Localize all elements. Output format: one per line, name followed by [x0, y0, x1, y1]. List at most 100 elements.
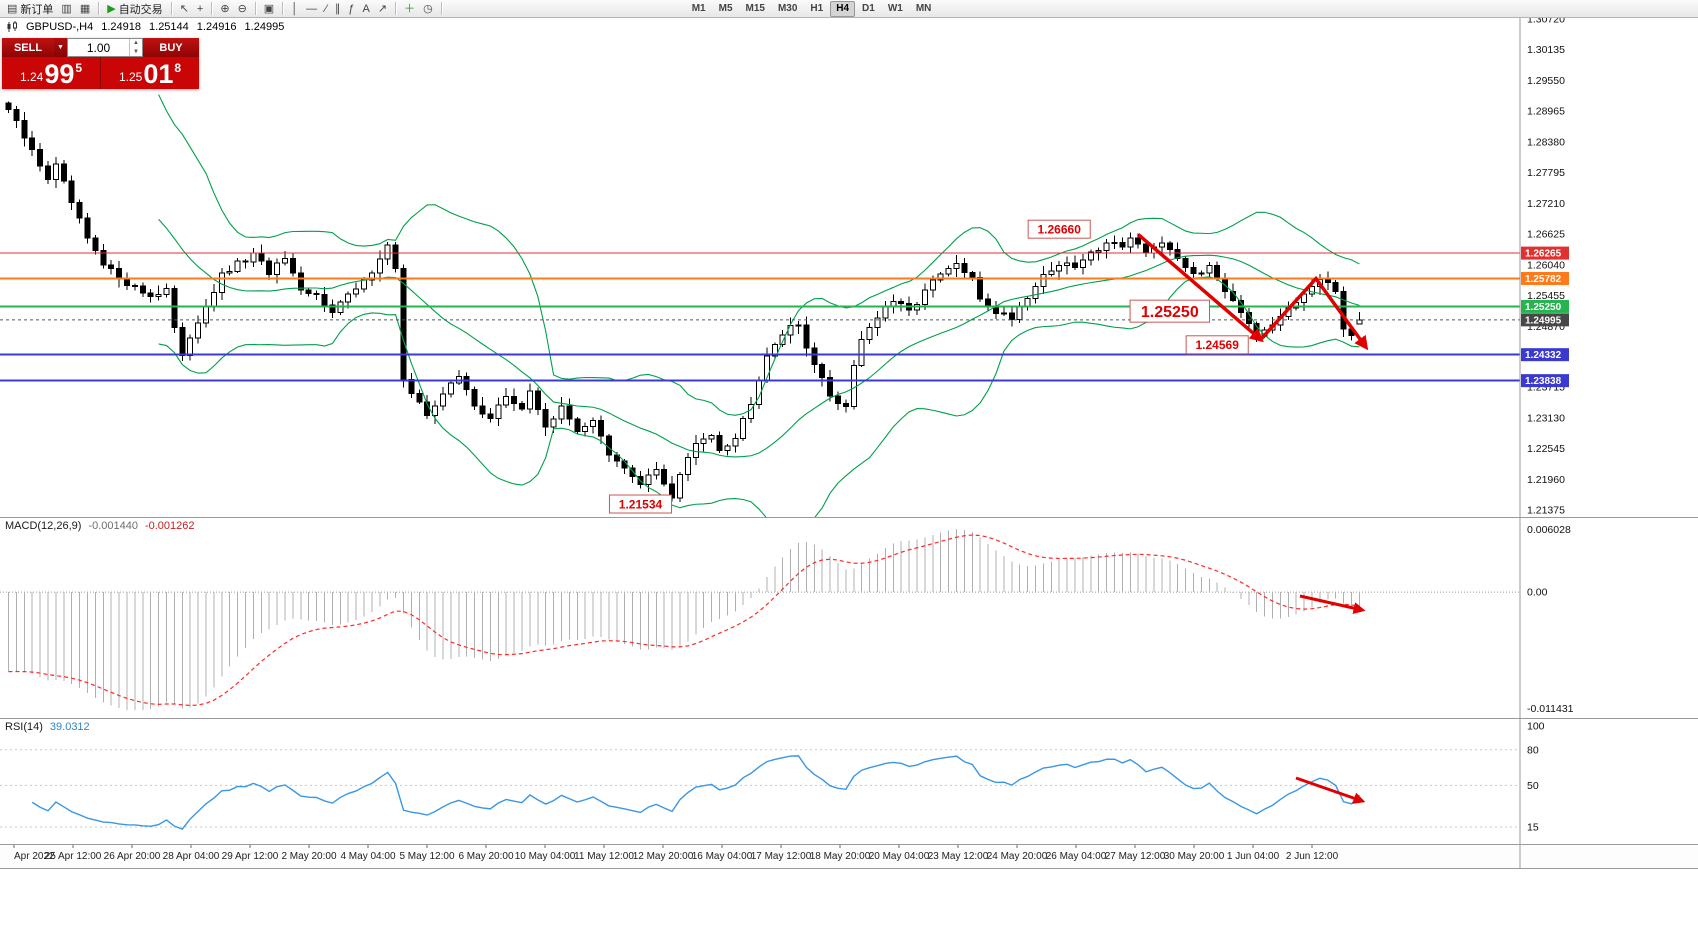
candlestick-icon [7, 21, 17, 32]
zoom-in-icon: ⊕ [220, 2, 230, 15]
buy-price-prefix: 1.25 [118, 70, 143, 84]
macd-label: MACD(12,26,9) [5, 520, 82, 532]
rsi-label-row: RSI(14) 39.0312 [5, 721, 90, 733]
annotation-box [1185, 335, 1249, 355]
arrow-tool-button[interactable]: ↗ [374, 0, 391, 18]
price-tick-label: 1.30135 [1527, 44, 1565, 56]
svg-text:100: 100 [1527, 721, 1545, 733]
text-label-icon: A [362, 2, 370, 15]
indicators-button[interactable]: ＋ [400, 0, 419, 18]
price-tick-label: 1.30720 [1527, 18, 1565, 25]
lot-value[interactable]: 1.00 [86, 40, 111, 55]
channel-button[interactable]: ∥ [331, 0, 345, 18]
timeframe-w1[interactable]: W1 [887, 3, 903, 14]
zoom-out-button[interactable]: ⊖ [234, 0, 251, 18]
buy-button[interactable]: BUY [143, 38, 199, 57]
svg-text:1.25782: 1.25782 [1525, 274, 1562, 285]
price-tick-label: 1.21375 [1527, 505, 1565, 517]
market-watch-icon: ▦ [79, 2, 91, 15]
rsi-chart[interactable]: 100 80 50 15 [0, 718, 1698, 844]
timeframe-h4[interactable]: H4 [830, 0, 856, 17]
time-label: 26 Apr 20:00 [104, 851, 161, 862]
macd-arrow [1299, 594, 1366, 615]
price-tick-label: 1.29550 [1527, 75, 1565, 87]
macd-label-row: MACD(12,26,9) -0.001440 -0.001262 [5, 520, 195, 532]
panel-separator [0, 868, 1698, 869]
profiles-button[interactable]: ▥ [57, 0, 75, 18]
svg-text:0.006028: 0.006028 [1527, 524, 1571, 536]
time-label: 4 May 04:00 [340, 851, 395, 862]
rsi-arrow [1295, 776, 1366, 804]
svg-text:1.25250: 1.25250 [1525, 302, 1562, 313]
toolbar: ▤ 新订单 ▥ ▦ ▶ 自动交易 ↖ + ⊕ ⊖ ▣ │ ― ∕ ∥ ƒ A ↗ ＋ ◷ M1 M5 M15 M30 H1 H4 D… [0, 0, 1698, 18]
lot-decrease-button[interactable]: ▼ [133, 48, 139, 55]
macd-main-value: -0.001440 [88, 520, 138, 532]
price-tick-label: 1.25455 [1527, 290, 1565, 302]
sell-price-panel[interactable]: 1.24 99 5 [2, 57, 100, 89]
price-tag [1521, 313, 1569, 327]
zoom-out-icon: ⊖ [237, 2, 247, 15]
annotation-box [1129, 299, 1211, 323]
timeframe-m30[interactable]: M30 [777, 3, 798, 14]
arrow-tool-icon: ↗ [377, 2, 388, 15]
svg-text:1.24995: 1.24995 [1525, 315, 1562, 326]
price-tick-label: 1.23130 [1527, 412, 1565, 424]
timeframe-d1[interactable]: D1 [862, 3, 875, 14]
sell-button[interactable]: SELL [2, 38, 54, 57]
rsi-label: RSI(14) [5, 721, 43, 733]
time-label: 16 May 04:00 [692, 851, 753, 862]
time-label: 24 May 20:00 [987, 851, 1048, 862]
horizontal-line-button[interactable]: ― [302, 0, 321, 18]
symbol-period: GBPUSD-,H4 [26, 21, 94, 33]
autotrading-button[interactable]: ▶ 自动交易 [103, 0, 166, 18]
annotation-box [1027, 219, 1091, 239]
cursor-button[interactable]: ↖ [176, 0, 193, 18]
tile-windows-button[interactable]: ▣ [260, 0, 278, 18]
fibonacci-button[interactable]: ƒ [344, 0, 358, 18]
new-order-button-label: 新订单 [20, 3, 54, 16]
toolbar-separator [440, 2, 442, 15]
panel-separator[interactable] [0, 718, 1698, 719]
periods-button[interactable]: ◷ [419, 0, 437, 18]
lot-spinner: ▲ ▼ [129, 39, 142, 56]
price-tick-label: 1.21960 [1527, 474, 1565, 486]
buy-price-panel[interactable]: 1.25 01 8 [100, 57, 199, 89]
price-tick-label: 1.27210 [1527, 198, 1565, 210]
timeframe-m15[interactable]: M15 [745, 3, 765, 14]
crosshair-icon: + [196, 2, 204, 15]
price-tick-label: 1.22545 [1527, 443, 1565, 455]
annotation-box [608, 494, 673, 514]
timeframe-mn[interactable]: MN [915, 3, 932, 14]
vertical-line-button[interactable]: │ [287, 0, 302, 18]
timeframe-h1[interactable]: H1 [810, 3, 824, 14]
timeframe-m1[interactable]: M1 [691, 3, 706, 14]
text-label-button[interactable]: A [359, 0, 374, 18]
price-tick-label: 1.28380 [1527, 136, 1565, 148]
time-label: 17 May 12:00 [751, 851, 812, 862]
new-order-button[interactable]: ▤ 新订单 [3, 0, 57, 18]
time-label: 26 May 04:00 [1046, 851, 1107, 862]
lot-size-input[interactable]: 1.00 ▲ ▼ [67, 38, 143, 57]
market-watch-button[interactable]: ▦ [76, 0, 94, 18]
time-label: 2 May 20:00 [281, 851, 336, 862]
timeframe-m5[interactable]: M5 [718, 3, 733, 14]
panel-separator[interactable] [0, 517, 1698, 518]
trend-arrow [1259, 275, 1369, 351]
zoom-in-button[interactable]: ⊕ [216, 0, 233, 18]
main-chart[interactable]: 1.30720 1.30135 1.29550 1.28965 1.28380 1.277… [0, 18, 1698, 517]
price-tick-label: 1.26040 [1527, 259, 1565, 271]
toolbar-separator [98, 2, 100, 15]
price-tick-label: 1.27795 [1527, 167, 1565, 179]
lot-increase-button[interactable]: ▲ [133, 40, 139, 46]
macd-signal-value: -0.001262 [144, 520, 195, 532]
rsi-line [31, 755, 1360, 830]
crosshair-button[interactable]: + [193, 0, 207, 18]
toolbar-separator [254, 2, 256, 15]
trendline-button[interactable]: ∕ [321, 0, 331, 18]
sell-menu-caret[interactable]: ▼ [54, 38, 67, 57]
cursor-icon: ↖ [179, 2, 189, 15]
macd-chart[interactable]: 0.006028 0.00 -0.011431 [0, 517, 1698, 718]
time-label: 30 May 20:00 [1164, 851, 1225, 862]
